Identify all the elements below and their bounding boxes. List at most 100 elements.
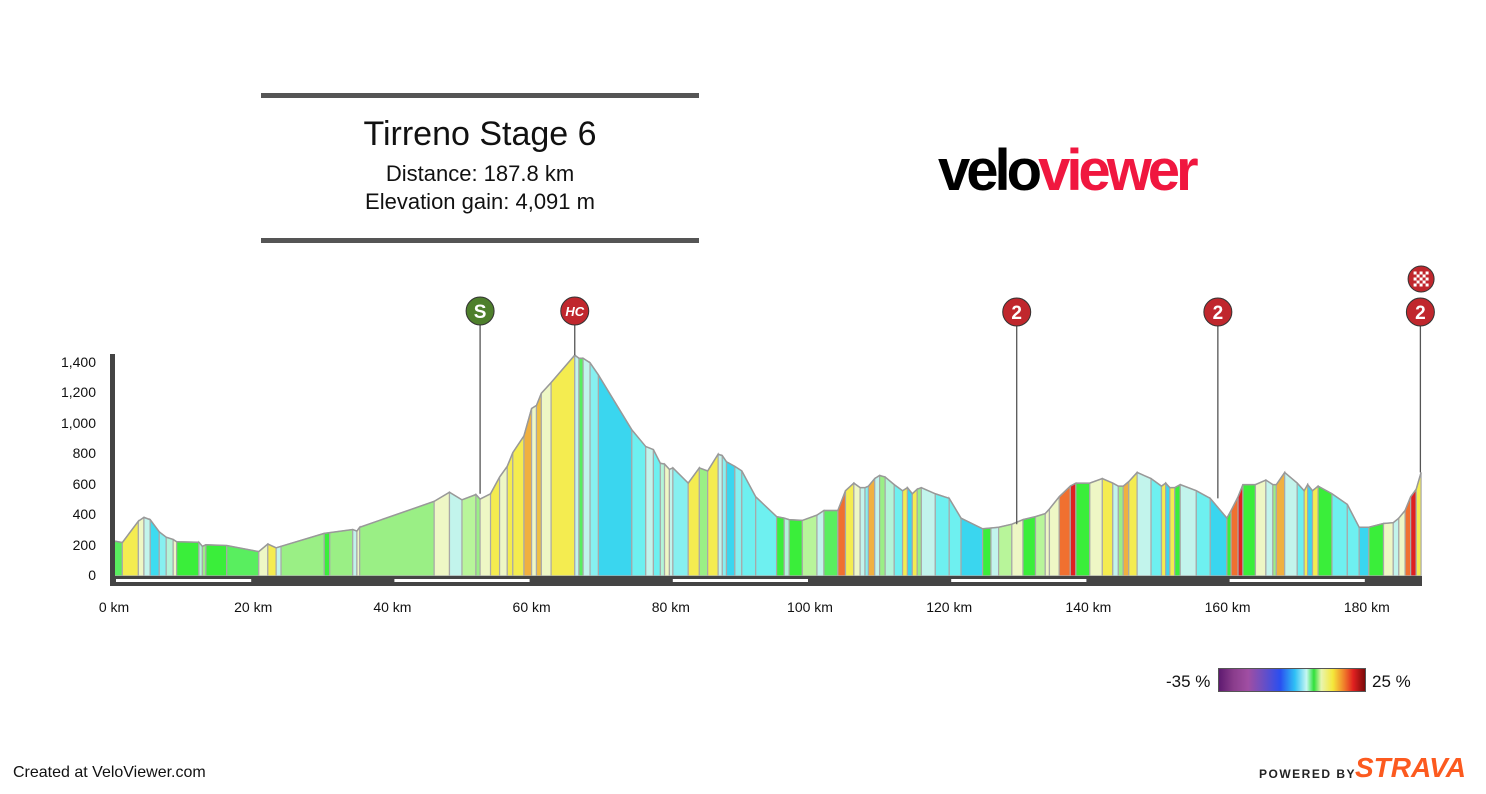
profile-segment [540, 381, 552, 577]
profile-segment [717, 453, 723, 577]
profile-segment [844, 481, 855, 577]
profile-segment [1254, 479, 1267, 577]
profile-segment [1331, 492, 1348, 577]
gradient-legend-bar [1218, 668, 1366, 692]
profile-segment [323, 531, 331, 577]
profile-segment [113, 540, 123, 577]
svg-text:2: 2 [1213, 303, 1224, 324]
y-tick-label: 1,200 [60, 384, 96, 401]
profile-segment [707, 452, 719, 577]
x-axis-scale-stripe [116, 579, 252, 582]
profile-segment [867, 476, 876, 577]
profile-segment [645, 445, 655, 577]
profile-segment [631, 428, 647, 577]
profile-segment [1169, 487, 1176, 577]
x-tick-label: 120 km [926, 599, 973, 615]
profile-segment [1022, 515, 1037, 577]
profile-segment [1242, 484, 1257, 577]
profile-segment [1311, 484, 1319, 577]
cat2-climb-marker-icon[interactable]: 2 [1203, 297, 1233, 327]
x-axis-scale-stripe [1229, 579, 1365, 582]
sprint-marker-icon[interactable]: S [465, 296, 495, 326]
title-rule-top [261, 93, 699, 98]
profile-segment [137, 516, 145, 577]
profile-segment [1011, 518, 1024, 577]
profile-segment [1392, 516, 1400, 577]
profile-segment [359, 500, 435, 577]
profile-segment [948, 496, 962, 577]
profile-segment [1075, 482, 1091, 577]
x-axis-scale-stripe [672, 579, 808, 582]
profile-segment [755, 495, 778, 577]
profile-segment [1410, 487, 1417, 577]
stage-distance: Distance: 187.8 km [385, 161, 575, 186]
profile-segment [550, 353, 576, 577]
svg-text:HC: HC [565, 304, 584, 319]
profile-segment [1398, 508, 1406, 577]
profile-segment [535, 393, 542, 577]
x-tick-label: 20 km [234, 599, 273, 615]
profile-segment [911, 487, 918, 577]
profile-segment [1174, 483, 1181, 577]
profile-segment [1128, 470, 1138, 577]
profile-segment [652, 449, 661, 577]
y-tick-label: 0 [88, 567, 96, 583]
profile-segment [1265, 478, 1274, 577]
profile-segment [990, 526, 1000, 577]
svg-text:2: 2 [1415, 303, 1426, 324]
profile-segment [506, 452, 514, 577]
profile-segment [597, 372, 633, 577]
profile-segment [1358, 526, 1370, 577]
x-tick-label: 80 km [651, 599, 690, 615]
profile-segment [1150, 477, 1163, 577]
profile-segment [1226, 510, 1232, 577]
profile-segment [916, 486, 922, 577]
profile-segment [479, 492, 492, 577]
profile-segment [687, 466, 700, 577]
profile-segment [1122, 480, 1130, 577]
profile-outline [113, 354, 1422, 553]
profile-segment [920, 486, 936, 577]
legend-min-label: -35 % [1166, 672, 1211, 691]
profile-segment [884, 475, 895, 577]
created-at-link[interactable]: Created at VeloViewer.com [13, 764, 206, 781]
profile-segment [433, 491, 451, 577]
profile-segment [725, 460, 736, 577]
profile-segment [934, 492, 950, 577]
profile-segment [589, 360, 600, 577]
profile-segment [1136, 471, 1152, 577]
profile-segment [906, 485, 913, 577]
y-axis-line [110, 354, 115, 586]
strava-logo: STRAVA [1355, 752, 1466, 783]
profile-segment [1048, 495, 1060, 577]
cat2-climb-marker-icon[interactable]: 2 [1405, 297, 1435, 327]
hc-climb-marker-icon[interactable]: HC [560, 296, 590, 326]
svg-text:2: 2 [1011, 303, 1022, 324]
profile-segment [475, 492, 481, 577]
profile-segment [1112, 482, 1119, 577]
profile-segment [823, 509, 839, 577]
profile-segment [1160, 481, 1167, 577]
svg-text:S: S [474, 302, 487, 323]
profile-segment [530, 404, 538, 577]
profile-segment [1317, 485, 1333, 577]
profile-segment [498, 464, 508, 577]
profile-segment [878, 474, 886, 577]
profile-segment [853, 481, 861, 577]
y-tick-label: 400 [72, 506, 96, 523]
profile-segment [1368, 522, 1385, 577]
profile-segment [205, 544, 228, 577]
x-tick-label: 60 km [512, 599, 551, 615]
x-tick-label: 180 km [1343, 599, 1390, 615]
profile-segment [663, 462, 671, 577]
profile-segment [1044, 507, 1051, 577]
profile-segment [982, 527, 992, 577]
y-tick-label: 600 [72, 475, 96, 492]
profile-segment [165, 536, 174, 577]
cat2-climb-marker-icon[interactable]: 2 [1002, 297, 1032, 327]
profile-segment [578, 357, 584, 577]
profile-segment [121, 519, 139, 577]
profile-segment [461, 493, 477, 577]
profile-segment [672, 466, 689, 577]
profile-segment [143, 516, 151, 577]
